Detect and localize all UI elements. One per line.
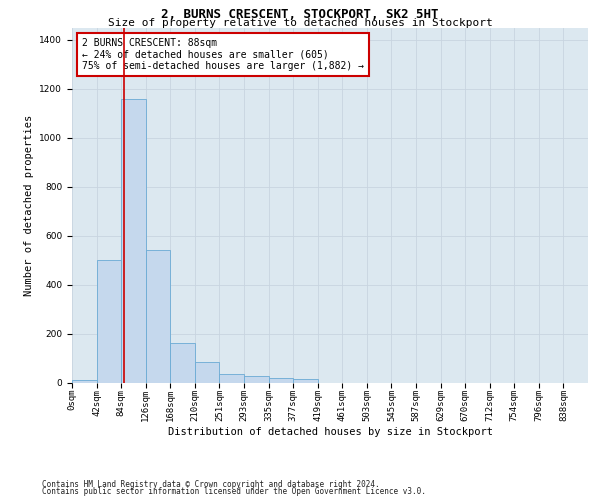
Bar (97, 260, 121, 382)
Bar (293, 379, 318, 382)
Bar (244, 376, 269, 382)
Y-axis label: Number of detached properties: Number of detached properties (24, 114, 34, 296)
Bar (121, 98, 146, 383)
Bar (146, 250, 170, 382)
Bar (220, 374, 244, 382)
Text: 2, BURNS CRESCENT, STOCKPORT, SK2 5HT: 2, BURNS CRESCENT, STOCKPORT, SK2 5HT (161, 8, 439, 20)
Bar (195, 362, 220, 382)
Bar (269, 378, 293, 382)
Text: 2 BURNS CRESCENT: 88sqm
← 24% of detached houses are smaller (605)
75% of semi-d: 2 BURNS CRESCENT: 88sqm ← 24% of detache… (82, 38, 364, 72)
Bar (72, 380, 97, 382)
X-axis label: Distribution of detached houses by size in Stockport: Distribution of detached houses by size … (167, 426, 493, 436)
Text: Contains public sector information licensed under the Open Government Licence v3: Contains public sector information licen… (42, 487, 426, 496)
Text: Contains HM Land Registry data © Crown copyright and database right 2024.: Contains HM Land Registry data © Crown c… (42, 480, 380, 489)
Text: Size of property relative to detached houses in Stockport: Size of property relative to detached ho… (107, 18, 493, 28)
Bar (170, 344, 195, 382)
